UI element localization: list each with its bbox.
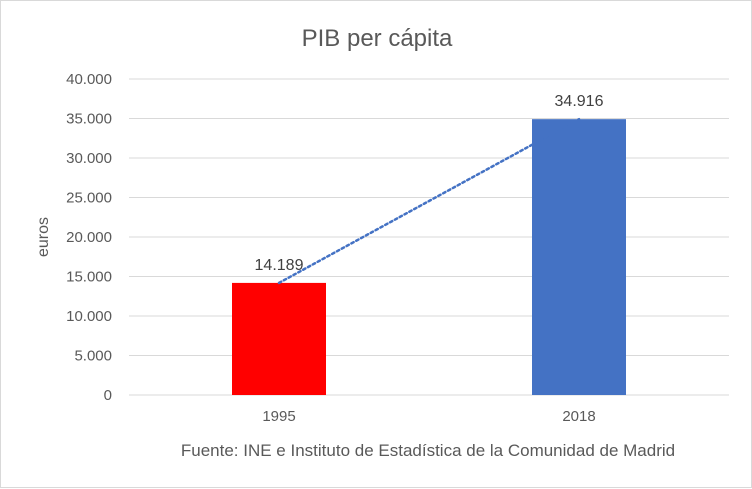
y-tick-label: 10.000 xyxy=(66,308,112,325)
y-tick-label: 25.000 xyxy=(66,190,112,207)
x-tick-label: 1995 xyxy=(262,408,295,425)
y-tick-label: 35.000 xyxy=(66,111,112,128)
trendline-path xyxy=(277,117,581,285)
data-labels: 14.189 34.916 xyxy=(255,93,604,274)
bar-2018 xyxy=(532,119,626,395)
bars xyxy=(232,119,626,395)
y-axis-ticks: 0 5.000 10.000 15.000 20.000 25.000 30.000 35.0… xyxy=(66,71,112,404)
y-tick-label: 5.000 xyxy=(74,348,112,365)
y-tick-label: 40.000 xyxy=(66,71,112,88)
y-axis-title: euros xyxy=(35,217,52,257)
y-tick-label: 20.000 xyxy=(66,229,112,246)
data-label-1995: 14.189 xyxy=(255,257,304,274)
data-label-2018: 34.916 xyxy=(555,93,604,110)
gridlines xyxy=(129,78,729,396)
x-tick-label: 2018 xyxy=(562,408,595,425)
y-tick-label: 0 xyxy=(104,387,112,404)
bar-1995 xyxy=(232,282,326,395)
y-tick-label: 30.000 xyxy=(66,150,112,167)
source-note: Fuente: INE e Instituto de Estadística d… xyxy=(181,441,675,460)
x-axis-ticks: 1995 2018 xyxy=(262,408,595,425)
trendline xyxy=(277,117,581,285)
chart-title: PIB per cápita xyxy=(302,25,453,52)
y-tick-label: 15.000 xyxy=(66,269,112,286)
